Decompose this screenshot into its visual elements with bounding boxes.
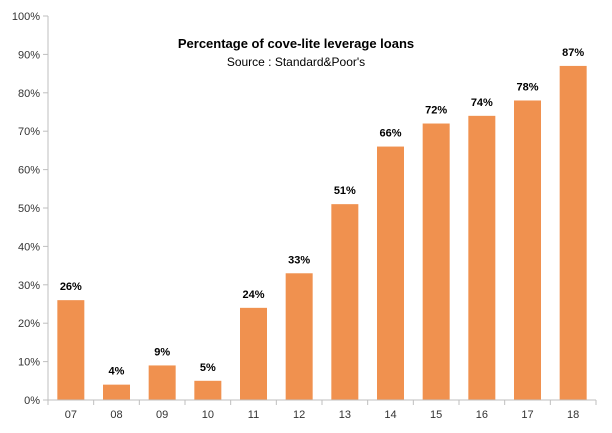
x-tick-label-11: 11 (248, 409, 259, 421)
bar-14 (377, 146, 404, 400)
bar-11 (240, 307, 267, 400)
x-tick-label-15: 15 (430, 409, 442, 421)
data-labels: 26% 4% 9% 5% 24% 33% 51% 66% 72% 74% 78% 87% (60, 47, 585, 378)
x-tick-label-18: 18 (567, 409, 579, 421)
bar-15 (422, 123, 450, 401)
y-axis: 0% 10% 20% 30% 40% 50% 60% 70% 80% 90% 100% (12, 11, 49, 407)
y-tick-label: 0% (24, 395, 40, 407)
data-label-17: 78% (516, 81, 538, 93)
data-label-08: 4% (109, 366, 125, 378)
data-label-18: 87% (562, 47, 584, 59)
y-tick-label: 30% (18, 280, 40, 292)
y-tick-label: 100% (12, 11, 40, 23)
x-axis: 07 08 09 10 11 12 13 14 15 16 17 18 (47, 399, 597, 421)
data-label-11: 24% (242, 289, 264, 301)
y-tick-label: 90% (18, 49, 40, 61)
data-label-13: 51% (334, 185, 356, 197)
data-label-10: 5% (200, 362, 216, 374)
y-tick-label: 80% (18, 88, 40, 100)
data-label-16: 74% (471, 97, 493, 109)
bar-07 (57, 300, 85, 400)
x-tick-label-13: 13 (339, 409, 351, 421)
data-label-09: 9% (154, 346, 170, 358)
bars (57, 65, 587, 401)
y-tick-label: 60% (18, 165, 40, 177)
data-label-14: 66% (379, 128, 401, 140)
y-tick-label: 20% (18, 318, 40, 330)
bar-18 (559, 65, 587, 401)
y-tick-label: 70% (18, 126, 40, 138)
bar-16 (468, 115, 496, 400)
x-tick-label-07: 07 (65, 409, 77, 421)
data-label-15: 72% (425, 105, 447, 117)
x-tick-label-08: 08 (110, 409, 122, 421)
y-tick-label: 40% (18, 241, 40, 253)
bar-12 (285, 273, 313, 400)
bar-13 (331, 204, 359, 400)
y-tick-label: 50% (18, 203, 40, 215)
bar-08 (103, 384, 130, 400)
x-tick-label-14: 14 (384, 409, 396, 421)
x-tick-label-09: 09 (156, 409, 168, 421)
bar-17 (514, 100, 541, 400)
x-tick-label-12: 12 (293, 409, 305, 421)
bar-09 (148, 365, 176, 400)
chart-subtitle: Source : Standard&Poor's (227, 55, 365, 69)
data-label-07: 26% (60, 281, 82, 293)
y-tick-label: 10% (18, 357, 40, 369)
x-tick-label-16: 16 (476, 409, 488, 421)
bar-10 (194, 380, 222, 400)
data-label-12: 33% (288, 254, 310, 266)
x-tick-label-17: 17 (521, 409, 533, 421)
x-tick-label-10: 10 (202, 409, 214, 421)
chart-title: Percentage of cove-lite leverage loans (178, 36, 414, 51)
